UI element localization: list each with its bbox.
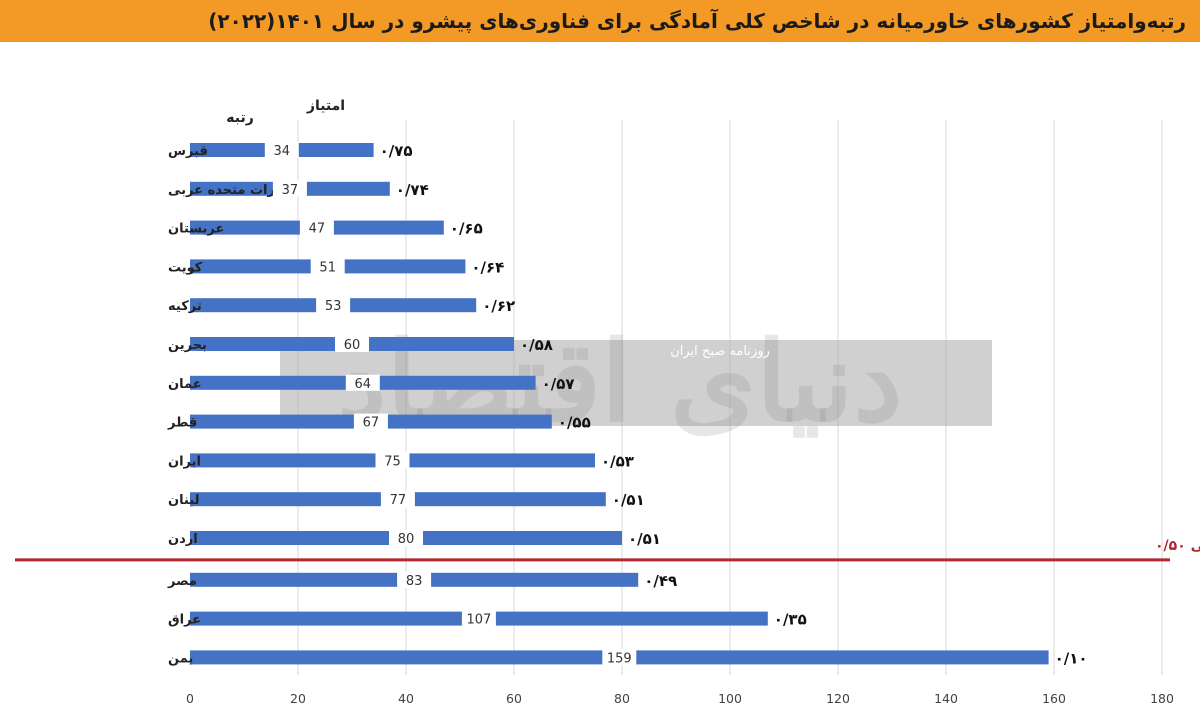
score-label: ۰/۵۵ (558, 414, 591, 432)
chart-title: رتبه‌وامتیاز کشورهای خاورمیانه در شاخص ک… (0, 0, 1200, 42)
world-average-label: میانگین جهانی ۰/۵۰ (1155, 537, 1200, 554)
rank-label: 107 (466, 613, 491, 628)
x-tick-label: 60 (506, 691, 522, 706)
rank-label: 34 (274, 144, 291, 159)
category-label: عربستان (168, 222, 224, 237)
score-label: ۰/۵۱ (612, 491, 645, 509)
category-label: مصر (167, 574, 197, 589)
rank-label-bg (345, 374, 380, 391)
category-label: عراق (168, 613, 201, 628)
rank-header: رتبه (226, 110, 254, 126)
rank-label-bg (353, 413, 388, 430)
x-tick-label: 40 (398, 691, 414, 706)
rank-label-bg (299, 219, 334, 236)
category-label: امارات متحده عربی (168, 183, 292, 198)
x-tick-label: 120 (826, 691, 850, 706)
x-tick-label: 20 (290, 691, 306, 706)
rank-label: 51 (319, 260, 336, 275)
x-tick-label: 0 (186, 691, 194, 706)
x-tick-label: 180 (1150, 691, 1174, 706)
rank-label: 83 (406, 574, 423, 589)
rank-label: 77 (390, 493, 407, 508)
rank-label: 37 (282, 183, 299, 198)
rank-label-bg (272, 180, 307, 197)
score-label: ۰/۴۹ (644, 572, 677, 590)
rank-label: 64 (355, 377, 372, 392)
category-label: کویت (168, 260, 203, 275)
score-label: ۰/۵۷ (542, 375, 575, 393)
score-label: ۰/۱۰ (1055, 649, 1088, 667)
rank-label: 53 (325, 299, 342, 314)
category-label: اردن (168, 532, 198, 547)
rank-label-bg (397, 571, 432, 588)
rank-label-bg (461, 610, 496, 627)
category-label: قطر (167, 416, 197, 431)
score-label: ۰/۵۳ (601, 452, 634, 470)
category-label: لبنان (168, 493, 199, 508)
rank-label-bg (335, 336, 369, 352)
rank-label-bg (264, 142, 299, 158)
rank-label-bg (602, 649, 637, 666)
score-header: امتیاز (306, 98, 345, 114)
score-label: ۰/۵۱ (628, 530, 661, 548)
rank-label: 67 (363, 416, 380, 431)
rank-label-bg (375, 452, 410, 469)
score-label: ۰/۷۵ (380, 142, 413, 160)
category-label: ایران (168, 454, 201, 469)
x-tick-label: 80 (614, 691, 630, 706)
x-tick-label: 140 (934, 691, 958, 706)
score-label: ۰/۳۵ (774, 611, 807, 629)
x-tick-label: 160 (1042, 691, 1066, 706)
rank-label: 80 (398, 532, 415, 547)
category-label: بحرین (168, 338, 207, 353)
rank-label-bg (310, 258, 345, 275)
category-label: عمان (168, 377, 202, 392)
category-label: یمن (168, 651, 193, 666)
rank-label-bg (316, 297, 351, 314)
score-label: ۰/۶۴ (471, 258, 504, 276)
rank-label: 60 (344, 338, 361, 353)
watermark-subtext: روزنامه صبح ایران (670, 344, 770, 359)
category-label: ترکیه (168, 299, 202, 314)
rank-label: 75 (384, 454, 401, 469)
category-label: قبرس (168, 144, 208, 159)
score-label: ۰/۵۸ (520, 336, 553, 354)
score-label: ۰/۶۵ (450, 220, 483, 238)
rank-label: 47 (309, 222, 326, 237)
x-tick-label: 100 (718, 691, 742, 706)
rank-label: 159 (607, 651, 632, 666)
score-label: ۰/۶۲ (482, 297, 515, 315)
rank-label-bg (389, 530, 423, 546)
rank-label-bg (380, 491, 415, 508)
score-label: ۰/۷۴ (396, 181, 429, 199)
